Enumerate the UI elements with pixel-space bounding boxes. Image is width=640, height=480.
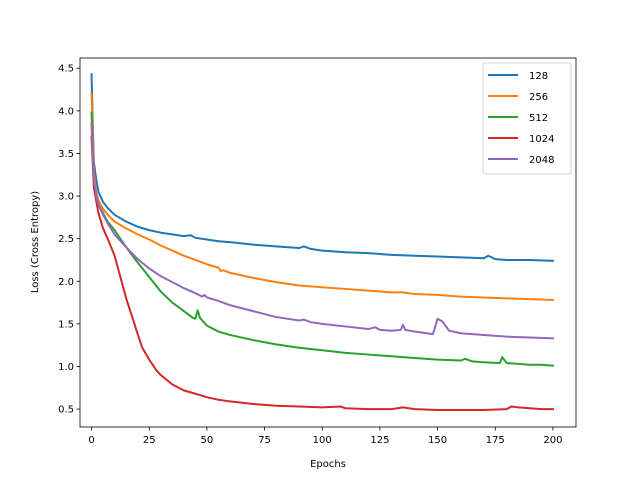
legend-label-1024: 1024: [529, 134, 554, 145]
x-axis-label: Epochs: [310, 459, 346, 470]
y-axis-ticks: 0.5 1.0 1.5 2.0 2.5 3.0 3.5 4.0 4.5: [58, 64, 80, 416]
legend-items: 128 256 512 1024 2048: [488, 71, 554, 166]
y-axis-label: Loss (Cross Entropy): [30, 191, 41, 293]
y-tick-label: 2.0: [58, 277, 74, 288]
series-line-256: [90, 92, 554, 302]
x-axis-ticks: 0 25 50 75 100 125 150 175 200: [88, 427, 562, 446]
legend-label-2048: 2048: [529, 155, 554, 166]
series-line-1024: [90, 135, 554, 411]
plot-area: [90, 73, 555, 411]
axes-frame: [79, 57, 577, 428]
y-tick-label: 3.0: [58, 192, 74, 203]
y-tick-label: 2.5: [58, 234, 74, 245]
series-line-2048: [90, 122, 554, 340]
y-tick-label: 0.5: [58, 405, 74, 416]
series-line-128: [90, 73, 554, 262]
legend: 128 256 512 1024 2048: [482, 62, 572, 175]
x-tick-label: 0: [88, 435, 94, 446]
legend-box: [482, 62, 572, 175]
legend-label-128: 128: [529, 71, 548, 82]
x-tick-label: 175: [486, 435, 505, 446]
y-tick-label: 3.5: [58, 149, 74, 160]
y-tick-label: 1.5: [58, 319, 74, 330]
legend-label-512: 512: [529, 113, 548, 124]
y-tick-label: 4.0: [58, 106, 74, 117]
x-tick-label: 150: [428, 435, 447, 446]
x-tick-label: 25: [143, 435, 156, 446]
x-tick-label: 100: [313, 435, 332, 446]
legend-label-256: 256: [529, 92, 548, 103]
axes: 0 25 50 75 100 125 150 175 200 0.5 1.0 1.5 2.0 2.5 3.…: [30, 57, 577, 470]
y-tick-label: 4.5: [58, 64, 74, 75]
x-tick-label: 75: [258, 435, 271, 446]
y-tick-label: 1.0: [58, 362, 74, 373]
x-tick-label: 200: [543, 435, 562, 446]
series-line-512: [90, 111, 555, 367]
x-tick-label: 125: [370, 435, 389, 446]
x-tick-label: 50: [201, 435, 214, 446]
